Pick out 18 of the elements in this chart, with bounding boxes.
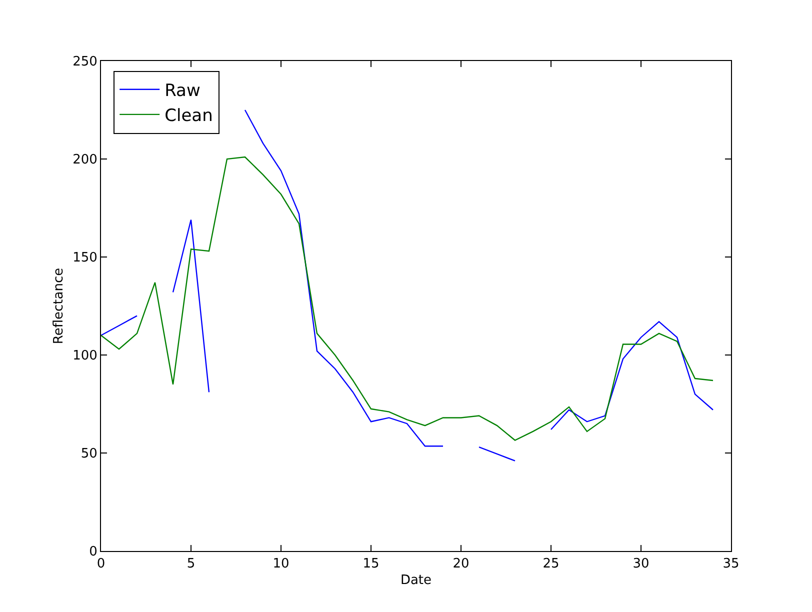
y-tick-label: 100 [72, 348, 98, 364]
legend-label: Raw [164, 80, 200, 101]
y-tick-label: 250 [72, 54, 98, 70]
x-tick-label: 30 [632, 556, 650, 572]
x-tick-label: 20 [452, 556, 470, 572]
x-tick-label: 5 [186, 556, 196, 572]
y-tick-label: 50 [80, 446, 98, 462]
y-axis-title: Reflectance [52, 268, 67, 344]
y-tick-label: 0 [89, 544, 98, 560]
legend-label: Clean [164, 106, 213, 126]
y-tick-label: 150 [72, 250, 98, 266]
x-tick-label: 35 [722, 556, 740, 572]
y-tick-label: 200 [72, 152, 98, 168]
x-tick-label: 15 [362, 556, 380, 572]
x-axis-title: Date [400, 573, 432, 588]
line-series [101, 156, 714, 441]
x-tick-label: 25 [542, 556, 560, 572]
x-tick-label: 10 [272, 556, 290, 572]
